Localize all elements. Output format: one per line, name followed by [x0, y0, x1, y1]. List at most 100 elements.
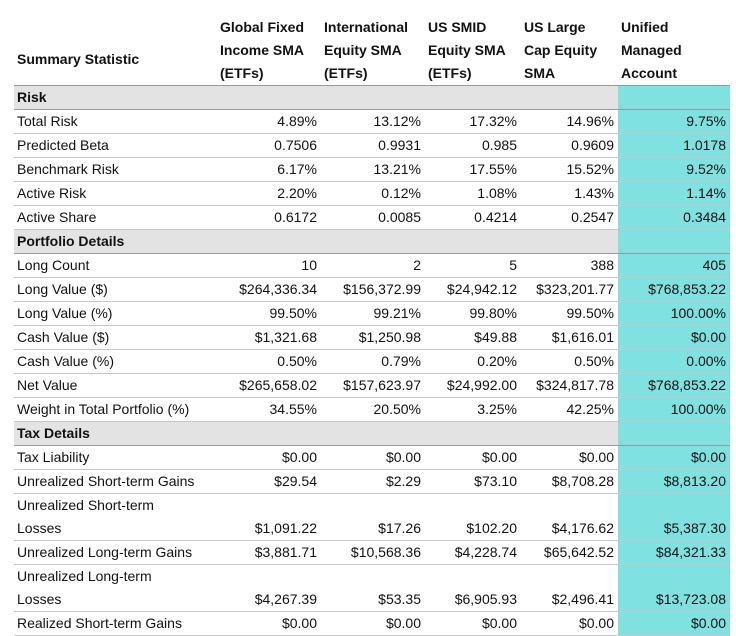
row-label: Weight in Total Portfolio (%) [14, 397, 217, 422]
header-line: US Large [524, 18, 586, 35]
table-row: Cash Value (%) 0.50% 0.79% 0.20% 0.50% 0.00% [14, 349, 730, 374]
value-cell: $0.00 [521, 445, 618, 470]
table-row: Total Risk 4.89% 13.12% 17.32% 14.96% 9.75% [14, 109, 730, 134]
value-cell: 13.21% [321, 157, 425, 182]
value-cell: 0.6172 [217, 205, 321, 230]
value-cell: $0.00 [321, 445, 425, 470]
uma-value-cell: 1.0178 [618, 133, 730, 158]
row-label: Unrealized Long-term [17, 567, 152, 584]
value-cell: 99.21% [321, 301, 425, 326]
row-label: Tax Liability [14, 445, 217, 470]
value-cell: $8,708.28 [521, 469, 618, 494]
row-label: Long Value ($) [14, 277, 217, 302]
uma-value-cell: $84,321.33 [618, 540, 730, 565]
header-row: Summary Statistic Global Fixed Income SM… [14, 11, 730, 85]
header-line: (ETFs) [324, 64, 368, 81]
uma-value-cell: 0.3484 [618, 205, 730, 230]
table-row: Cash Value ($) $1,321.68 $1,250.98 $49.88 $1… [14, 325, 730, 350]
value-cell: 0.12% [321, 181, 425, 206]
header-unified-managed-account: Unified Managed Account [618, 11, 730, 85]
table-row: Predicted Beta 0.7506 0.9931 0.985 0.9609 1.0… [14, 133, 730, 158]
table-row: Losses $4,267.39 $53.35 $6,905.93 $2,496.41 $… [14, 587, 730, 612]
value-cell: $1,091.22 [217, 516, 321, 541]
value-cell: $0.00 [425, 611, 521, 636]
value-cell: $24,992.00 [425, 373, 521, 398]
value-cell: 99.50% [217, 301, 321, 326]
table-row: Long Count 10 2 5 388 405 [14, 253, 730, 278]
value-cell: $24,942.12 [425, 277, 521, 302]
value-cell: $102.20 [425, 516, 521, 541]
row-label: Losses [14, 587, 217, 612]
value-cell: 1.43% [521, 181, 618, 206]
row-label: Benchmark Risk [14, 157, 217, 182]
value-cell: 2 [321, 253, 425, 278]
header-line: Equity SMA [428, 41, 506, 58]
value-cell: $1,250.98 [321, 325, 425, 350]
value-cell: 10 [217, 253, 321, 278]
table-row: Unrealized Short-term Gains $29.54 $2.29 $7… [14, 469, 730, 494]
value-cell: 14.96% [521, 109, 618, 134]
header-international-equity: International Equity SMA (ETFs) [321, 11, 425, 85]
row-label: Cash Value (%) [14, 349, 217, 374]
value-cell: $3,881.71 [217, 540, 321, 565]
row-label: Realized Short-term Gains [14, 611, 217, 636]
uma-value-cell: 9.75% [618, 109, 730, 134]
row-label: Unrealized Short-term [17, 496, 154, 513]
header-line: SMA [524, 64, 556, 81]
value-cell: 20.50% [321, 397, 425, 422]
value-cell: $29.54 [217, 469, 321, 494]
section-highlight-cell [618, 228, 730, 254]
value-cell: $4,228.74 [425, 540, 521, 565]
value-cell: 2.20% [217, 181, 321, 206]
section-row-risk: Risk [14, 84, 730, 110]
value-cell: $49.88 [425, 325, 521, 350]
uma-value-cell: $8,813.20 [618, 469, 730, 494]
value-cell: $1,321.68 [217, 325, 321, 350]
value-cell: $264,336.34 [217, 277, 321, 302]
value-cell: 0.0085 [321, 205, 425, 230]
value-cell: 0.50% [217, 349, 321, 374]
header-global-fixed-income: Global Fixed Income SMA (ETFs) [217, 11, 321, 85]
table-row: Active Share 0.6172 0.0085 0.4214 0.2547 0.34… [14, 205, 730, 230]
row-label: Long Count [14, 253, 217, 278]
value-cell: 0.20% [425, 349, 521, 374]
uma-value-cell: 405 [618, 253, 730, 278]
header-line: (ETFs) [220, 64, 264, 81]
value-cell: $65,642.52 [521, 540, 618, 565]
uma-value-cell: 100.00% [618, 397, 730, 422]
value-cell: 0.985 [425, 133, 521, 158]
table-row: Unrealized Long-term Gains $3,881.71 $10,5… [14, 540, 730, 565]
empty-cell [425, 493, 521, 517]
table-row: Unrealized Long-term [14, 564, 730, 588]
value-cell: 0.2547 [521, 205, 618, 230]
header-line: Unified [621, 18, 669, 35]
value-cell: $4,176.62 [521, 516, 618, 541]
empty-cell [618, 564, 730, 588]
table-row: Long Value ($) $264,336.34 $156,372.99 $24,… [14, 277, 730, 302]
value-cell: $0.00 [425, 445, 521, 470]
row-label: Unrealized Long-term Gains [14, 540, 217, 565]
table-row: Tax Liability $0.00 $0.00 $0.00 $0.00 $0.00 [14, 445, 730, 470]
value-cell: $2,496.41 [521, 587, 618, 612]
row-label: Active Share [14, 205, 217, 230]
table-row: Realized Short-term Gains $0.00 $0.00 $0.00… [14, 611, 730, 636]
table-row: Long Value (%) 99.50% 99.21% 99.80% 99.50% 10… [14, 301, 730, 326]
empty-cell [618, 493, 730, 517]
table-row: Benchmark Risk 6.17% 13.21% 17.55% 15.52% 9.5… [14, 157, 730, 182]
empty-cell [321, 564, 425, 588]
table-row: Net Value $265,658.02 $157,623.97 $24,992.0… [14, 373, 730, 398]
value-cell: 99.50% [521, 301, 618, 326]
value-cell: 0.7506 [217, 133, 321, 158]
header-us-smid-equity: US SMID Equity SMA (ETFs) [425, 11, 521, 85]
empty-cell [321, 493, 425, 517]
value-cell: $0.00 [217, 611, 321, 636]
value-cell: 15.52% [521, 157, 618, 182]
value-cell: 42.25% [521, 397, 618, 422]
empty-cell [521, 564, 618, 588]
value-cell: 0.50% [521, 349, 618, 374]
header-line: (ETFs) [428, 64, 472, 81]
uma-value-cell: $0.00 [618, 325, 730, 350]
value-cell: 0.9609 [521, 133, 618, 158]
value-cell: 34.55% [217, 397, 321, 422]
header-line: Income SMA [220, 41, 305, 58]
